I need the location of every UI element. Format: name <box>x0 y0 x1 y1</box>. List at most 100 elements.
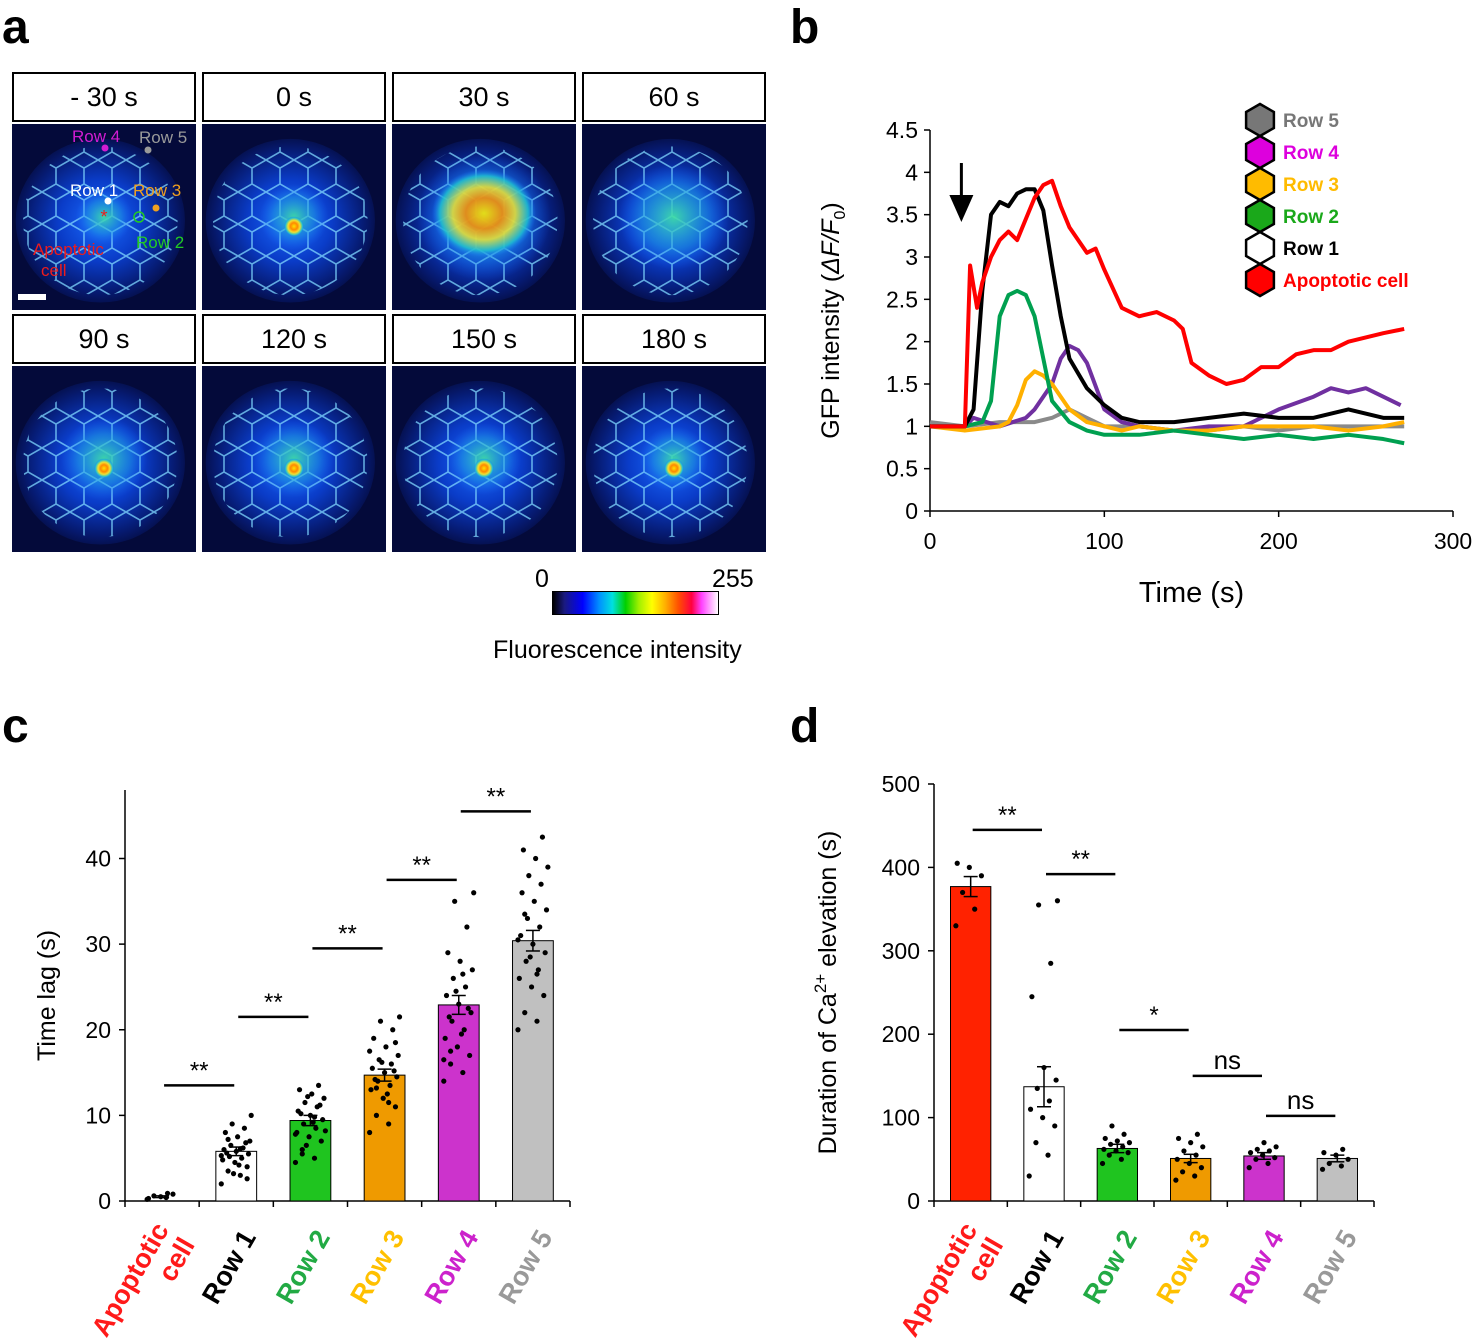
bar <box>512 940 554 1202</box>
y-tick-label: 3.5 <box>886 202 918 228</box>
x-tick-label: 300 <box>1434 528 1472 554</box>
x-tick-label: 200 <box>1259 528 1297 554</box>
data-point <box>531 898 537 904</box>
category-label: Row 3 <box>1151 1225 1217 1309</box>
y-tick-label: 20 <box>85 1017 111 1043</box>
y-tick-label: 30 <box>85 931 111 957</box>
data-point <box>320 1117 326 1123</box>
scale-bar <box>18 294 46 300</box>
data-point <box>220 1157 226 1163</box>
data-point <box>387 1082 393 1089</box>
category-label: Row 1 <box>1004 1225 1070 1309</box>
timepoint-label: 120 s <box>202 314 386 364</box>
legend-label: Row 3 <box>1283 175 1339 196</box>
data-point <box>1246 1165 1252 1171</box>
data-point <box>530 941 536 947</box>
data-point <box>1041 1064 1047 1071</box>
data-point <box>1192 1173 1198 1179</box>
data-point <box>244 1176 250 1182</box>
data-point <box>170 1191 176 1197</box>
timepoint-label: 150 s <box>392 314 576 364</box>
data-point <box>1026 1173 1032 1179</box>
data-point <box>450 975 456 981</box>
category-label: Row 5 <box>493 1225 559 1309</box>
data-point <box>371 1035 377 1041</box>
data-point <box>368 1087 374 1093</box>
data-point <box>151 1193 157 1199</box>
data-point <box>367 1048 373 1054</box>
data-point <box>468 1010 474 1016</box>
apoptotic-cell-spot <box>284 458 304 479</box>
row3-marker <box>152 204 160 212</box>
data-point <box>392 1104 399 1110</box>
category-label: Row 4 <box>1224 1225 1290 1309</box>
significance-label: ** <box>1071 846 1090 873</box>
category-label-line: Apoptotic <box>86 1218 175 1342</box>
data-point <box>164 1190 171 1196</box>
y-tick-label: 1 <box>905 413 918 439</box>
legend-label: Apoptotic cell <box>1283 271 1409 292</box>
data-point <box>520 847 526 853</box>
data-point <box>533 855 539 862</box>
data-point <box>1174 1156 1180 1162</box>
data-point <box>237 1172 243 1178</box>
timepoint-label: 30 s <box>392 72 576 122</box>
data-point <box>307 1112 314 1118</box>
data-point <box>224 1150 230 1156</box>
data-point <box>454 1044 460 1050</box>
significance-label: ** <box>486 783 505 810</box>
data-point <box>1108 1141 1114 1147</box>
data-point <box>460 971 466 977</box>
data-point <box>237 1146 243 1152</box>
panel-letter-a: a <box>2 1 29 54</box>
data-point <box>519 890 525 896</box>
data-point <box>383 1044 389 1050</box>
data-point <box>218 1153 224 1159</box>
y-axis-label: GFP intensity (ΔF/F0) <box>817 202 849 438</box>
series-line <box>929 369 1405 433</box>
y-tick-label: 2.5 <box>886 286 918 312</box>
row4-marker <box>101 144 109 152</box>
legend-label: Row 4 <box>1283 143 1339 164</box>
data-point <box>1321 1150 1327 1156</box>
data-point <box>1033 1140 1039 1146</box>
legend-swatch <box>1244 262 1276 298</box>
data-point <box>1273 1144 1279 1150</box>
data-point <box>1052 1123 1058 1129</box>
data-point <box>1102 1135 1108 1142</box>
significance-label: * <box>1149 1002 1158 1029</box>
series-line <box>930 187 1405 429</box>
data-point <box>1034 1085 1040 1092</box>
series-line <box>930 178 1405 429</box>
data-point <box>458 1031 465 1037</box>
data-point <box>292 1159 299 1166</box>
y-tick-label: 4 <box>905 159 918 185</box>
panel-letter-c: c <box>2 700 29 753</box>
data-point <box>388 1061 394 1067</box>
data-point <box>543 907 550 913</box>
data-point <box>225 1168 231 1174</box>
y-tick-label: 0.5 <box>886 456 918 482</box>
bar <box>1243 1155 1285 1202</box>
bar <box>437 1004 480 1202</box>
y-tick-label: 2 <box>905 329 918 355</box>
annotation-row1: Row 1 <box>70 181 119 200</box>
series-line <box>930 343 1402 433</box>
y-tick-label: 500 <box>882 771 920 797</box>
y-tick-label: 400 <box>882 854 920 880</box>
category-label: Row 5 <box>1297 1225 1363 1309</box>
data-point <box>1181 1148 1187 1154</box>
category-label: Row 2 <box>1077 1225 1143 1309</box>
data-point <box>1186 1160 1192 1167</box>
x-tick-label: 0 <box>924 528 937 554</box>
timepoint-label: 60 s <box>582 72 766 122</box>
data-point <box>1109 1123 1115 1129</box>
data-point <box>960 889 966 896</box>
data-point <box>523 958 529 964</box>
data-point <box>1125 1150 1131 1156</box>
bar <box>363 1074 406 1202</box>
data-point <box>1254 1146 1260 1152</box>
data-point <box>163 1194 169 1201</box>
data-point <box>232 1159 238 1166</box>
